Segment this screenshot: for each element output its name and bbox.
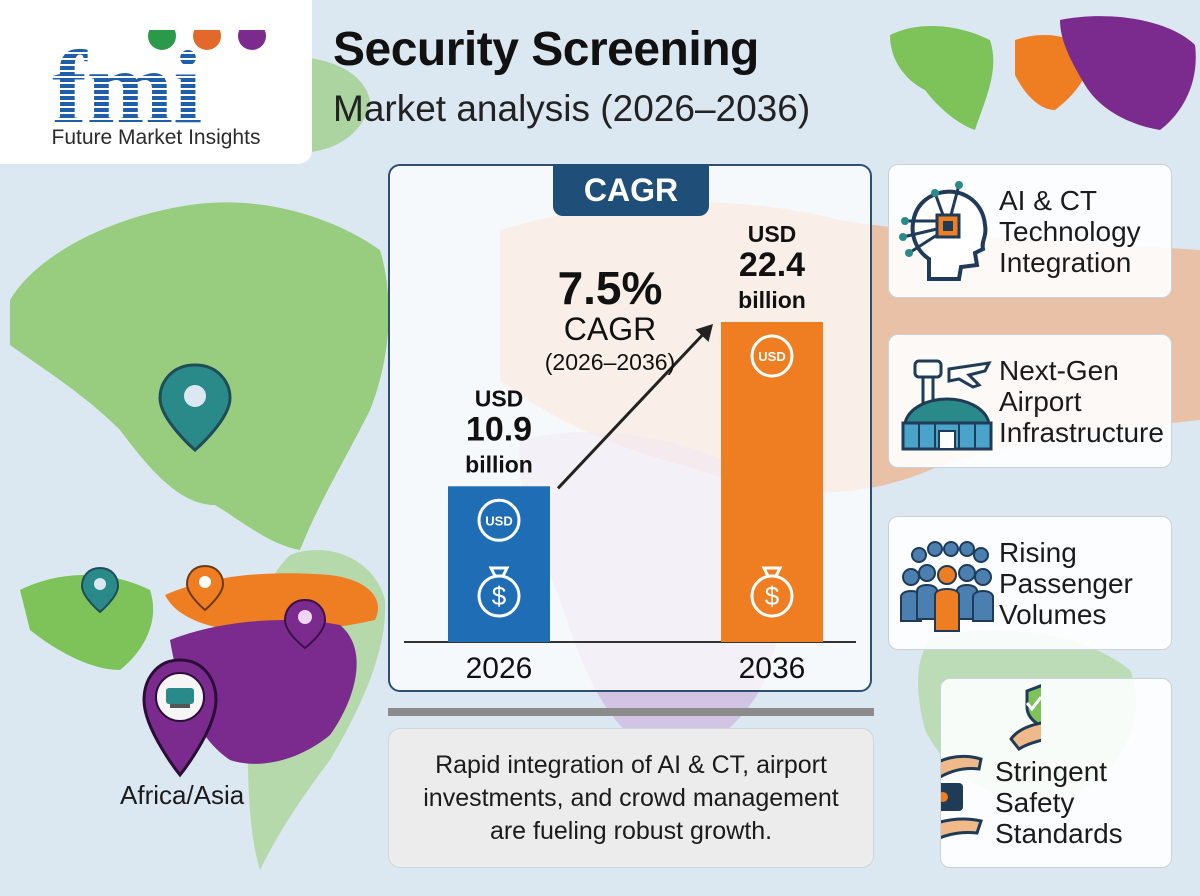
page-subtitle: Market analysis (2026–2036) — [333, 88, 810, 130]
logo-container: fmi Future Market Insights — [0, 0, 312, 164]
page-title: Security Screening — [333, 22, 759, 77]
value-label-prefix: USD — [475, 385, 524, 411]
region-label: Africa/Asia — [120, 780, 244, 811]
driver-card-safety: Stringent Safety Standards — [940, 678, 1172, 868]
usd-badge-label: USD — [758, 349, 785, 364]
value-label-number: 10.9 — [466, 410, 532, 448]
crowd-icon — [899, 531, 995, 635]
company-name: Future Market Insights — [0, 126, 312, 150]
category-label-2026: 2026 — [466, 652, 533, 685]
logo-letters: fmi — [52, 30, 202, 126]
airport-terminal-icon — [899, 349, 995, 453]
driver-label: Rising Passenger Volumes — [999, 517, 1169, 649]
map-pin-icon — [144, 660, 216, 775]
dollar-sign: $ — [765, 581, 780, 611]
mini-world-asia — [1060, 16, 1196, 130]
driver-card-airport: Next-Gen Airport Infrastructure — [888, 334, 1172, 468]
divider — [388, 708, 874, 716]
cagr-tab: CAGR — [553, 164, 709, 216]
driver-label: Stringent Safety Standards — [995, 737, 1165, 867]
driver-card-passengers: Rising Passenger Volumes — [888, 516, 1172, 650]
dollar-sign: $ — [492, 581, 507, 611]
usd-badge-label: USD — [485, 513, 512, 528]
driver-label: Next-Gen Airport Infrastructure — [999, 335, 1169, 467]
category-label-2036: 2036 — [739, 652, 806, 685]
value-label-suffix: billion — [738, 287, 806, 313]
value-label-suffix: billion — [465, 451, 533, 477]
ai-head-chip-icon — [899, 179, 995, 283]
bar-2026 — [448, 486, 550, 642]
value-label-prefix: USD — [748, 221, 797, 247]
driver-label: AI & CT Technology Integration — [999, 165, 1169, 297]
summary-note: Rapid integration of AI & CT, airport in… — [388, 728, 874, 868]
cagr-label: CAGR — [564, 311, 656, 347]
cagr-period: (2026–2036) — [545, 349, 675, 375]
mini-world-americas — [890, 26, 993, 130]
value-label-number: 22.4 — [739, 246, 805, 284]
fmi-logo-icon: fmi — [52, 30, 292, 126]
driver-card-ai-ct: AI & CT Technology Integration — [888, 164, 1172, 298]
cagr-rate: 7.5% — [558, 262, 663, 314]
bar-chart: USD$USD10.9billion2026USD$USD22.4billion… — [390, 166, 870, 690]
